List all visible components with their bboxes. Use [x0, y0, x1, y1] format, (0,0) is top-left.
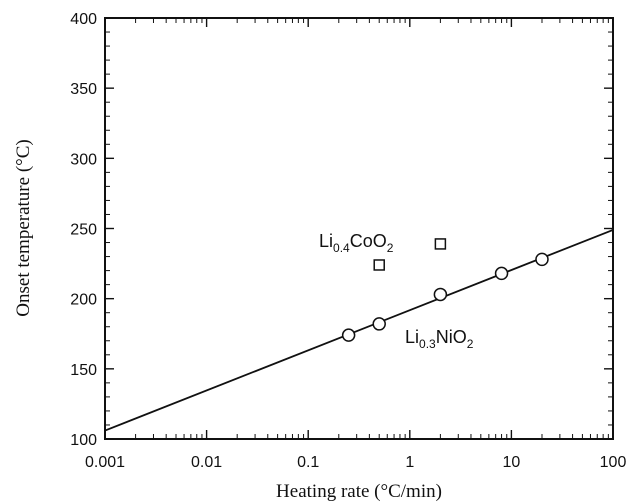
annotation-li03nio2-mid: NiO — [436, 327, 467, 347]
annotation-li03nio2-sub2: 2 — [467, 337, 474, 351]
point-li03nio2 — [433, 287, 448, 302]
annotation-li04coo2-sub1: 0.4 — [333, 241, 350, 255]
y-tick-labels: 100 150 200 250 300 350 400 — [70, 11, 97, 449]
y-tick-label: 150 — [70, 362, 97, 379]
x-tick-label: 100 — [600, 454, 627, 471]
fit-lines — [104, 229, 614, 432]
data-points — [341, 238, 549, 342]
annotation-li04coo2-sub2: 2 — [387, 241, 394, 255]
point-li04coo2 — [434, 238, 447, 250]
x-tick-label: 10 — [503, 454, 521, 471]
y-tick-label: 250 — [70, 222, 97, 239]
tick-marks — [104, 17, 614, 440]
x-tick-label: 1 — [405, 454, 414, 471]
annotation-li04coo2-base: Li — [319, 231, 333, 251]
y-tick-label: 200 — [70, 292, 97, 309]
y-tick-label: 400 — [70, 11, 97, 28]
x-tick-label: 0.01 — [191, 454, 222, 471]
y-tick-label: 300 — [70, 151, 97, 168]
x-axis-title: Heating rate (°C/min) — [276, 481, 442, 502]
annotation-li03nio2: Li0.3NiO2 — [405, 327, 474, 351]
point-li03nio2 — [535, 252, 549, 267]
annotation-li03nio2-sub1: 0.3 — [419, 337, 436, 351]
y-tick-label: 350 — [70, 81, 97, 98]
annotation-li03nio2-base: Li — [405, 327, 419, 347]
fit-line-li03nio2 — [104, 229, 614, 432]
plot-frame — [104, 17, 614, 440]
y-axis-title: Onset temperature (°C) — [13, 139, 34, 316]
x-tick-label: 0.001 — [85, 454, 125, 471]
point-li03nio2 — [372, 317, 386, 331]
point-li04coo2 — [373, 259, 385, 271]
point-li03nio2 — [341, 328, 356, 342]
y-tick-label: 100 — [70, 432, 97, 449]
point-li03nio2 — [494, 266, 509, 281]
annotation-li04coo2: Li0.4CoO2 — [319, 231, 394, 255]
x-tick-labels: 0.001 0.01 0.1 1 10 100 — [85, 454, 626, 471]
x-tick-label: 0.1 — [297, 454, 319, 471]
annotation-li04coo2-mid: CoO — [350, 231, 387, 251]
